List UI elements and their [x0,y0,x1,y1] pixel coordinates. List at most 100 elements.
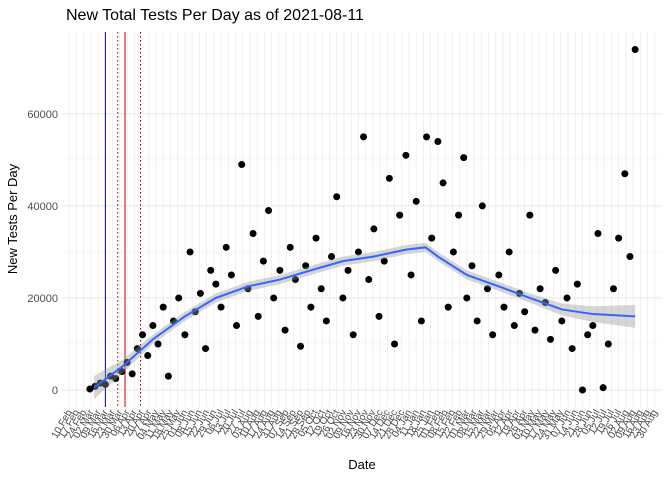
data-point [164,372,172,380]
data-point [483,285,491,293]
data-point [468,262,476,270]
chart-title: New Total Tests Per Day as of 2021-08-11 [66,7,364,24]
data-point [531,326,539,334]
data-point [500,303,508,311]
data-point [259,257,267,265]
y-tick-label: 40000 [27,201,58,213]
data-point [281,326,289,334]
data-point [380,257,388,265]
data-point [307,303,315,311]
data-point [128,370,136,378]
data-point [101,380,109,388]
data-point [375,312,383,320]
data-point [365,276,373,284]
data-point [396,211,404,219]
data-point [546,335,554,343]
data-point [154,340,162,348]
data-point [526,211,534,219]
data-point [604,340,612,348]
data-point [455,211,463,219]
y-tick-label: 20000 [27,293,58,305]
data-point [302,262,310,270]
data-point [217,303,225,311]
data-point [354,248,362,256]
data-point [423,133,431,141]
data-point [505,248,513,256]
data-point [360,133,368,141]
data-point [222,243,230,251]
data-point [385,174,393,182]
plot [86,32,639,407]
data-point [609,285,617,293]
data-point [112,374,120,382]
data-point [552,266,560,274]
data-point [249,230,257,238]
data-point [370,225,378,233]
data-point [297,342,305,350]
data-point [444,303,452,311]
data-point [578,386,586,394]
data-point [536,285,544,293]
confidence-band [94,242,636,400]
y-tick-label: 60000 [27,109,58,121]
data-point [86,385,94,393]
data-point [391,340,399,348]
data-point [631,45,639,53]
data-point [328,253,336,261]
data-point [615,234,623,242]
data-point [322,317,330,325]
data-point [276,266,284,274]
data-point [339,294,347,302]
data-point [227,271,235,279]
data-point [439,179,447,187]
data-point [626,253,634,261]
data-point [233,322,241,330]
data-point [521,308,529,316]
data-point [202,345,210,353]
data-point [175,294,183,302]
smooth-line [93,246,636,389]
data-point [144,351,152,359]
data-point [558,317,566,325]
data-point [489,331,497,339]
data-point [344,266,352,274]
data-point [449,248,457,256]
data-point [599,384,607,392]
data-point [317,285,325,293]
data-point [186,248,194,256]
data-point [621,170,629,178]
y-axis-title: New Tests Per Day [5,163,20,274]
data-point [568,345,576,353]
data-point [463,294,471,302]
data-point [402,151,410,159]
data-point [563,294,571,302]
data-point [473,317,481,325]
data-point [149,322,157,330]
data-point [291,276,299,284]
data-point [412,197,420,205]
data-point [510,322,518,330]
data-point [417,317,425,325]
data-point [428,234,436,242]
data-point [181,331,189,339]
data-point [460,154,468,162]
data-point [594,230,602,238]
data-point [333,193,341,201]
data-point [349,331,357,339]
data-point [270,294,278,302]
data-point [118,368,126,376]
data-point [238,161,246,169]
data-point [584,331,592,339]
data-point [159,303,167,311]
data-point [573,280,581,288]
data-point [265,207,273,215]
data-point [495,271,503,279]
data-point [286,243,294,251]
data-point [212,280,220,288]
data-point [254,312,262,320]
data-point [139,331,147,339]
data-point [589,322,597,330]
data-point [196,289,204,297]
